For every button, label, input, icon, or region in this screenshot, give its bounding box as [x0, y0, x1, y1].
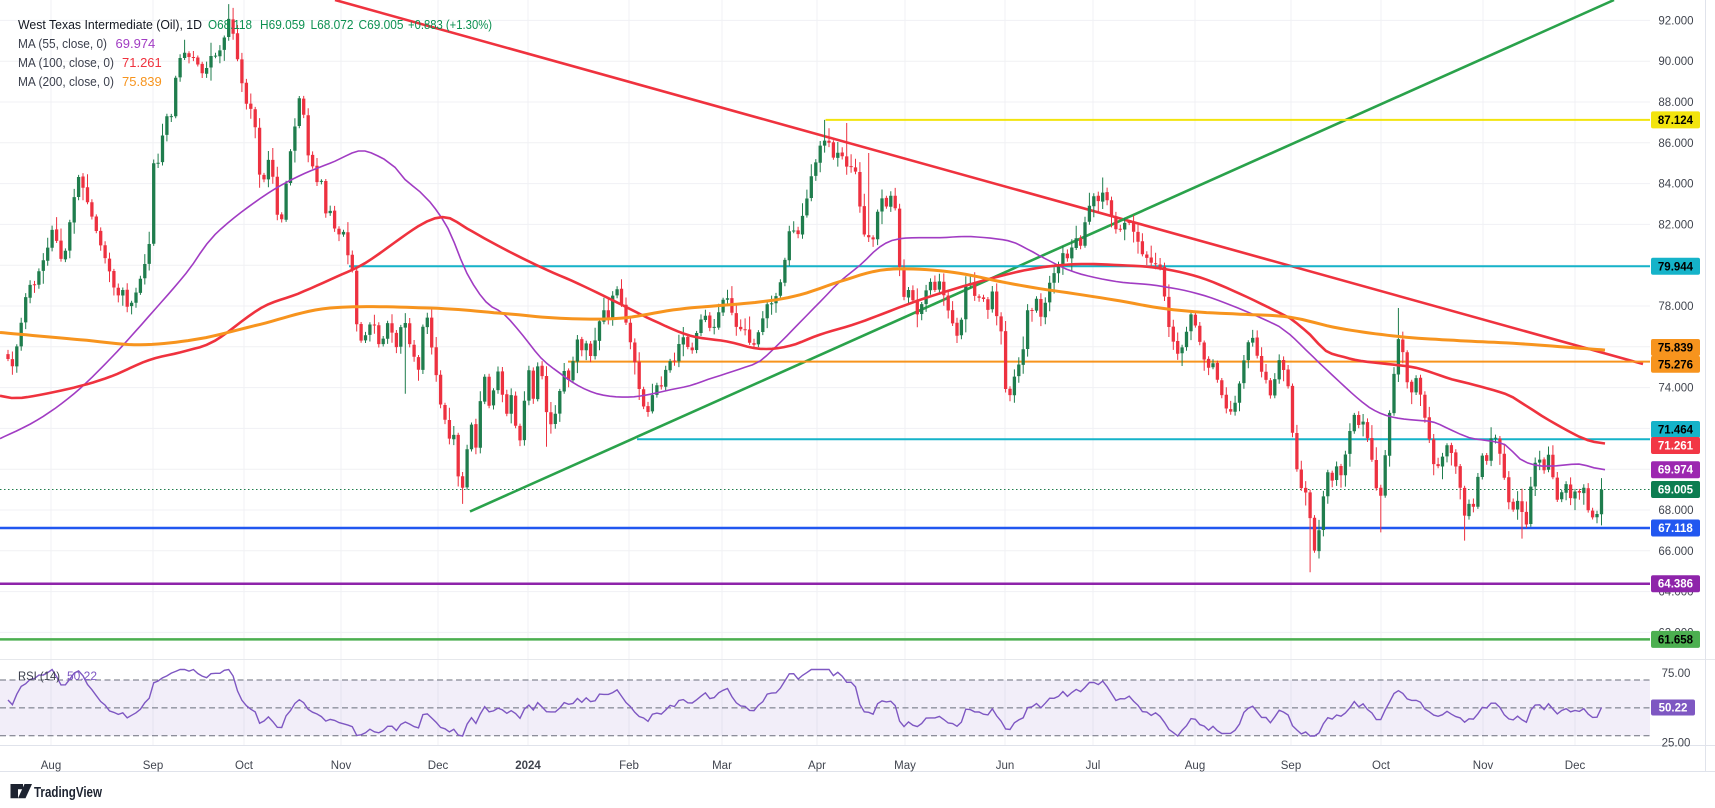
- svg-text:75.839: 75.839: [1658, 343, 1693, 355]
- svg-text:75.00: 75.00: [1662, 668, 1691, 680]
- svg-text:82.000: 82.000: [1658, 219, 1693, 231]
- svg-text:Aug: Aug: [41, 760, 61, 772]
- svg-text:90.000: 90.000: [1658, 56, 1693, 68]
- svg-text:MA (55, close, 0)69.974: MA (55, close, 0) 69.974: [18, 36, 155, 51]
- svg-text:86.000: 86.000: [1658, 138, 1693, 150]
- svg-text:Sep: Sep: [143, 760, 163, 772]
- svg-text:Apr: Apr: [808, 760, 826, 772]
- svg-text:71.261: 71.261: [1658, 441, 1694, 453]
- svg-text:Nov: Nov: [331, 760, 352, 772]
- svg-text:Oct: Oct: [235, 760, 254, 772]
- svg-text:64.386: 64.386: [1658, 579, 1693, 591]
- svg-text:May: May: [894, 760, 916, 772]
- svg-text:75.276: 75.276: [1658, 359, 1693, 371]
- svg-text:Feb: Feb: [619, 760, 639, 772]
- svg-text:71.464: 71.464: [1658, 425, 1694, 437]
- svg-text:78.000: 78.000: [1658, 301, 1693, 313]
- svg-text:MA (200, close, 0)75.839: MA (200, close, 0) 75.839: [18, 74, 162, 89]
- svg-text:Jun: Jun: [996, 760, 1015, 772]
- svg-text:Jul: Jul: [1086, 760, 1101, 772]
- svg-text:Dec: Dec: [1565, 760, 1586, 772]
- svg-text:74.000: 74.000: [1658, 383, 1693, 395]
- svg-text:50.22: 50.22: [1659, 703, 1688, 715]
- svg-text:87.124: 87.124: [1658, 115, 1694, 127]
- svg-text:68.000: 68.000: [1658, 505, 1693, 517]
- svg-text:2024: 2024: [515, 760, 541, 772]
- svg-text:25.00: 25.00: [1662, 738, 1691, 750]
- svg-text:MA (100, close, 0)71.261: MA (100, close, 0) 71.261: [18, 55, 162, 70]
- svg-text:Sep: Sep: [1281, 760, 1301, 772]
- svg-text:Oct: Oct: [1372, 760, 1391, 772]
- svg-text:Mar: Mar: [712, 760, 732, 772]
- svg-text:79.944: 79.944: [1658, 261, 1694, 273]
- svg-text:61.658: 61.658: [1658, 634, 1694, 646]
- svg-text:West Texas Intermediate (Oil),: West Texas Intermediate (Oil), 1D O68.118…: [18, 17, 492, 32]
- svg-text:RSI (14)50.22: RSI (14) 50.22: [18, 669, 97, 683]
- svg-text:Aug: Aug: [1185, 760, 1205, 772]
- svg-text:Dec: Dec: [428, 760, 449, 772]
- svg-text:88.000: 88.000: [1658, 97, 1693, 109]
- svg-text:66.000: 66.000: [1658, 546, 1693, 558]
- svg-text:TradingView: TradingView: [34, 785, 103, 801]
- svg-text:Nov: Nov: [1473, 760, 1494, 772]
- svg-text:67.118: 67.118: [1658, 523, 1693, 535]
- svg-text:84.000: 84.000: [1658, 179, 1693, 191]
- svg-text:92.000: 92.000: [1658, 15, 1693, 27]
- svg-text:69.974: 69.974: [1658, 465, 1694, 477]
- svg-text:69.005: 69.005: [1658, 485, 1694, 497]
